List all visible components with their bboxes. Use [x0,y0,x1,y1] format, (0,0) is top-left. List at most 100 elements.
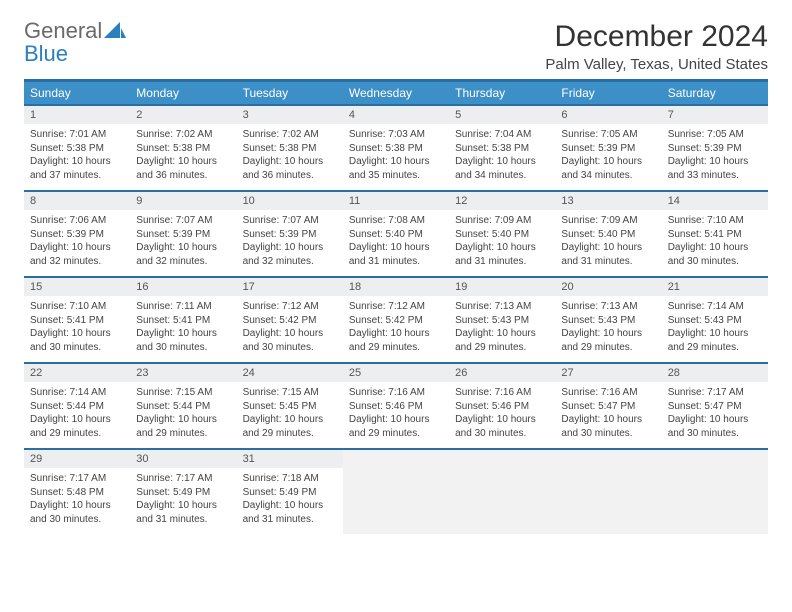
day-body-row: Sunrise: 7:06 AMSunset: 5:39 PMDaylight:… [24,210,768,277]
day-number-row: 891011121314 [24,191,768,210]
sunset-line: Sunset: 5:38 PM [349,142,443,156]
day-body-cell: Sunrise: 7:16 AMSunset: 5:47 PMDaylight:… [555,382,661,449]
sunset-line: Sunset: 5:38 PM [136,142,230,156]
sunrise-line: Sunrise: 7:08 AM [349,214,443,228]
day-number-cell: 6 [555,105,661,124]
daylight-line: Daylight: 10 hours and 31 minutes. [455,241,549,268]
weekday-header: Wednesday [343,81,449,106]
sunrise-line: Sunrise: 7:16 AM [561,386,655,400]
daylight-line: Daylight: 10 hours and 30 minutes. [136,327,230,354]
day-number-row: 293031 [24,449,768,468]
day-number-cell: 29 [24,449,130,468]
daylight-line: Daylight: 10 hours and 30 minutes. [30,327,124,354]
sunrise-line: Sunrise: 7:18 AM [243,472,337,486]
weekday-header: Tuesday [237,81,343,106]
day-body-cell: Sunrise: 7:16 AMSunset: 5:46 PMDaylight:… [449,382,555,449]
day-number-cell: 30 [130,449,236,468]
day-body-cell: Sunrise: 7:02 AMSunset: 5:38 PMDaylight:… [237,124,343,191]
sunset-line: Sunset: 5:47 PM [668,400,762,414]
logo-blue: Blue [24,41,68,66]
sunset-line: Sunset: 5:41 PM [668,228,762,242]
sunrise-line: Sunrise: 7:07 AM [243,214,337,228]
sunrise-line: Sunrise: 7:15 AM [243,386,337,400]
daylight-line: Daylight: 10 hours and 31 minutes. [561,241,655,268]
day-number-cell: 23 [130,363,236,382]
sunset-line: Sunset: 5:39 PM [136,228,230,242]
day-body-cell: Sunrise: 7:08 AMSunset: 5:40 PMDaylight:… [343,210,449,277]
day-number-cell: 24 [237,363,343,382]
daylight-line: Daylight: 10 hours and 29 minutes. [136,413,230,440]
day-body-cell: Sunrise: 7:01 AMSunset: 5:38 PMDaylight:… [24,124,130,191]
day-number-row: 15161718192021 [24,277,768,296]
sunset-line: Sunset: 5:48 PM [30,486,124,500]
day-number-cell: 10 [237,191,343,210]
day-body-cell: Sunrise: 7:10 AMSunset: 5:41 PMDaylight:… [662,210,768,277]
day-body-cell: Sunrise: 7:05 AMSunset: 5:39 PMDaylight:… [662,124,768,191]
daylight-line: Daylight: 10 hours and 32 minutes. [30,241,124,268]
day-body-cell: Sunrise: 7:06 AMSunset: 5:39 PMDaylight:… [24,210,130,277]
sunrise-line: Sunrise: 7:03 AM [349,128,443,142]
day-number-cell: 15 [24,277,130,296]
sunset-line: Sunset: 5:43 PM [561,314,655,328]
sunrise-line: Sunrise: 7:16 AM [349,386,443,400]
sunrise-line: Sunrise: 7:04 AM [455,128,549,142]
weekday-header: Saturday [662,81,768,106]
sunrise-line: Sunrise: 7:10 AM [30,300,124,314]
day-body-cell: Sunrise: 7:07 AMSunset: 5:39 PMDaylight:… [130,210,236,277]
day-body-cell: Sunrise: 7:12 AMSunset: 5:42 PMDaylight:… [237,296,343,363]
daylight-line: Daylight: 10 hours and 29 minutes. [349,327,443,354]
daylight-line: Daylight: 10 hours and 30 minutes. [668,413,762,440]
sunrise-line: Sunrise: 7:05 AM [668,128,762,142]
daylight-line: Daylight: 10 hours and 36 minutes. [136,155,230,182]
sunset-line: Sunset: 5:39 PM [243,228,337,242]
daylight-line: Daylight: 10 hours and 30 minutes. [243,327,337,354]
daylight-line: Daylight: 10 hours and 31 minutes. [243,499,337,526]
day-body-cell: Sunrise: 7:17 AMSunset: 5:49 PMDaylight:… [130,468,236,534]
logo-general: General [24,18,102,43]
sunrise-line: Sunrise: 7:09 AM [561,214,655,228]
day-body-cell: Sunrise: 7:14 AMSunset: 5:43 PMDaylight:… [662,296,768,363]
sunrise-line: Sunrise: 7:09 AM [455,214,549,228]
sunrise-line: Sunrise: 7:05 AM [561,128,655,142]
day-number-cell: 31 [237,449,343,468]
sunrise-line: Sunrise: 7:14 AM [30,386,124,400]
daylight-line: Daylight: 10 hours and 29 minutes. [349,413,443,440]
logo: General Blue [24,20,126,66]
sunrise-line: Sunrise: 7:13 AM [561,300,655,314]
month-title: December 2024 [545,20,768,54]
day-body-cell [555,468,661,534]
day-number-cell: 4 [343,105,449,124]
sunset-line: Sunset: 5:46 PM [349,400,443,414]
sunset-line: Sunset: 5:42 PM [243,314,337,328]
day-body-cell: Sunrise: 7:10 AMSunset: 5:41 PMDaylight:… [24,296,130,363]
day-number-cell: 13 [555,191,661,210]
sunrise-line: Sunrise: 7:16 AM [455,386,549,400]
day-number-cell: 21 [662,277,768,296]
day-number-cell: 11 [343,191,449,210]
day-number-row: 1234567 [24,105,768,124]
day-body-row: Sunrise: 7:14 AMSunset: 5:44 PMDaylight:… [24,382,768,449]
day-number-cell: 26 [449,363,555,382]
day-number-cell: 12 [449,191,555,210]
sunrise-line: Sunrise: 7:11 AM [136,300,230,314]
day-number-cell: 5 [449,105,555,124]
day-body-cell: Sunrise: 7:16 AMSunset: 5:46 PMDaylight:… [343,382,449,449]
day-number-cell: 16 [130,277,236,296]
sunrise-line: Sunrise: 7:17 AM [668,386,762,400]
day-body-cell: Sunrise: 7:09 AMSunset: 5:40 PMDaylight:… [555,210,661,277]
daylight-line: Daylight: 10 hours and 29 minutes. [243,413,337,440]
weekday-header: Thursday [449,81,555,106]
weekday-header-row: SundayMondayTuesdayWednesdayThursdayFrid… [24,81,768,106]
day-number-cell: 25 [343,363,449,382]
day-number-cell: 19 [449,277,555,296]
sunset-line: Sunset: 5:41 PM [136,314,230,328]
daylight-line: Daylight: 10 hours and 29 minutes. [30,413,124,440]
sunset-line: Sunset: 5:43 PM [455,314,549,328]
daylight-line: Daylight: 10 hours and 30 minutes. [668,241,762,268]
day-number-cell: 7 [662,105,768,124]
day-body-cell: Sunrise: 7:13 AMSunset: 5:43 PMDaylight:… [555,296,661,363]
day-number-cell: 3 [237,105,343,124]
day-body-cell [449,468,555,534]
day-body-cell: Sunrise: 7:03 AMSunset: 5:38 PMDaylight:… [343,124,449,191]
day-number-cell: 20 [555,277,661,296]
